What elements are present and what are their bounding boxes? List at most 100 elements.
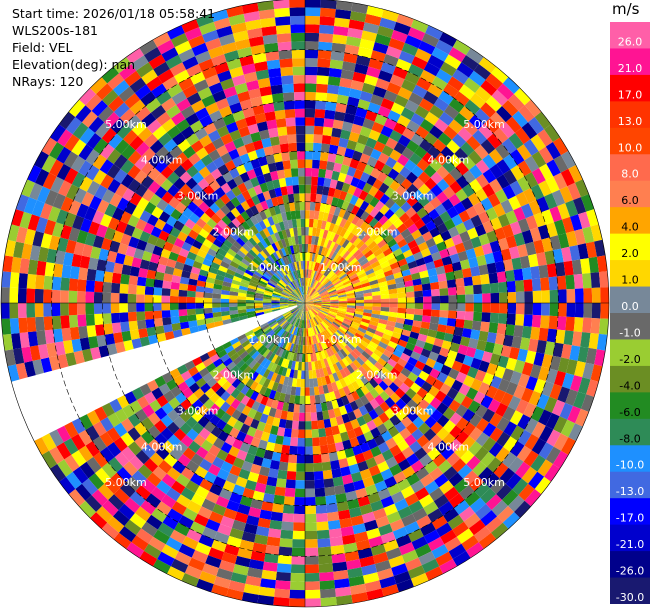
velocity-cell [95,122,111,139]
velocity-cell [315,325,321,334]
velocity-cell [136,197,150,211]
velocity-cell [329,417,338,427]
velocity-cell [491,522,509,540]
velocity-cell [305,303,313,308]
velocity-cell [345,104,358,116]
velocity-cell [305,303,310,311]
velocity-cell [299,269,303,278]
velocity-cell [272,93,284,103]
velocity-cell [306,277,309,287]
velocity-cell [203,122,217,135]
range-rings [0,0,610,608]
velocity-cell [313,298,322,302]
velocity-cell [359,90,373,103]
velocity-cell [255,148,266,159]
velocity-cell [389,202,401,214]
velocity-cell [263,146,274,157]
velocity-cell [172,329,183,338]
velocity-cell [254,303,263,306]
velocity-cell [331,322,340,330]
velocity-cell [329,296,339,299]
velocity-cell [354,398,365,409]
velocity-cell [293,309,300,317]
velocity-cell [161,310,171,318]
velocity-cell [162,317,172,326]
velocity-cell [414,48,432,63]
velocity-cell [259,277,269,284]
velocity-cell [292,291,299,298]
velocity-cell [329,294,338,298]
velocity-cell [328,528,342,539]
velocity-cell [308,261,312,270]
velocity-cell [116,395,130,409]
velocity-cell [264,271,273,279]
velocity-cell [462,408,475,423]
velocity-cell [355,303,365,307]
velocity-cell [489,164,504,179]
velocity-cell [241,2,259,14]
velocity-cell [267,361,275,371]
velocity-cell [291,41,305,50]
velocity-cell [2,333,14,351]
velocity-cell [515,399,529,415]
velocity-cell [414,145,428,159]
velocity-cell [164,265,175,275]
velocity-cell [395,253,406,262]
velocity-cell [27,259,39,275]
velocity-cell [420,321,431,330]
velocity-cell [207,271,217,279]
velocity-cell [258,376,267,386]
velocity-cell [331,42,346,53]
velocity-cell [217,523,232,536]
velocity-cell [163,324,173,333]
velocity-cell [226,535,242,548]
velocity-cell [408,63,424,78]
velocity-cell [349,583,367,595]
colorbar-segment [610,524,650,552]
velocity-cell [244,452,256,464]
velocity-cell [320,265,327,274]
velocity-cell [466,455,481,471]
velocity-cell [291,308,299,314]
velocity-cell [265,397,274,408]
velocity-cell [213,117,226,130]
velocity-cell [368,257,379,265]
velocity-cell [314,109,326,119]
velocity-cell [263,294,272,298]
velocity-cell [292,352,298,362]
velocity-cell [240,278,250,285]
velocity-cell [182,263,193,273]
velocity-cell [172,268,183,277]
velocity-cell [327,152,337,163]
velocity-cell [195,308,205,315]
velocity-cell [305,303,312,309]
velocity-cell [260,200,269,211]
velocity-cell [112,510,130,527]
velocity-cell [344,252,353,262]
colorbar-segment [610,392,650,420]
velocity-cell [290,293,299,299]
velocity-cell [257,0,275,12]
velocity-cell [456,311,466,320]
velocity-cell [588,333,599,350]
velocity-cell [565,316,575,332]
velocity-cell [404,521,420,535]
velocity-cell [354,63,369,75]
velocity-cell [307,286,311,295]
velocity-cell [312,244,318,254]
velocity-cell [254,297,263,301]
velocity-cell [321,296,330,300]
velocity-cell [156,395,169,408]
velocity-cell [372,295,381,300]
velocity-cell [557,386,570,403]
velocity-cell [336,340,345,349]
velocity-cell [582,226,595,244]
velocity-cell [384,186,396,198]
velocity-cell [329,309,338,314]
velocity-cell [37,186,51,204]
velocity-cell [393,142,407,155]
velocity-cell [264,111,276,122]
velocity-cell [299,296,305,303]
velocity-cell [315,92,328,102]
velocity-cell [517,176,531,192]
